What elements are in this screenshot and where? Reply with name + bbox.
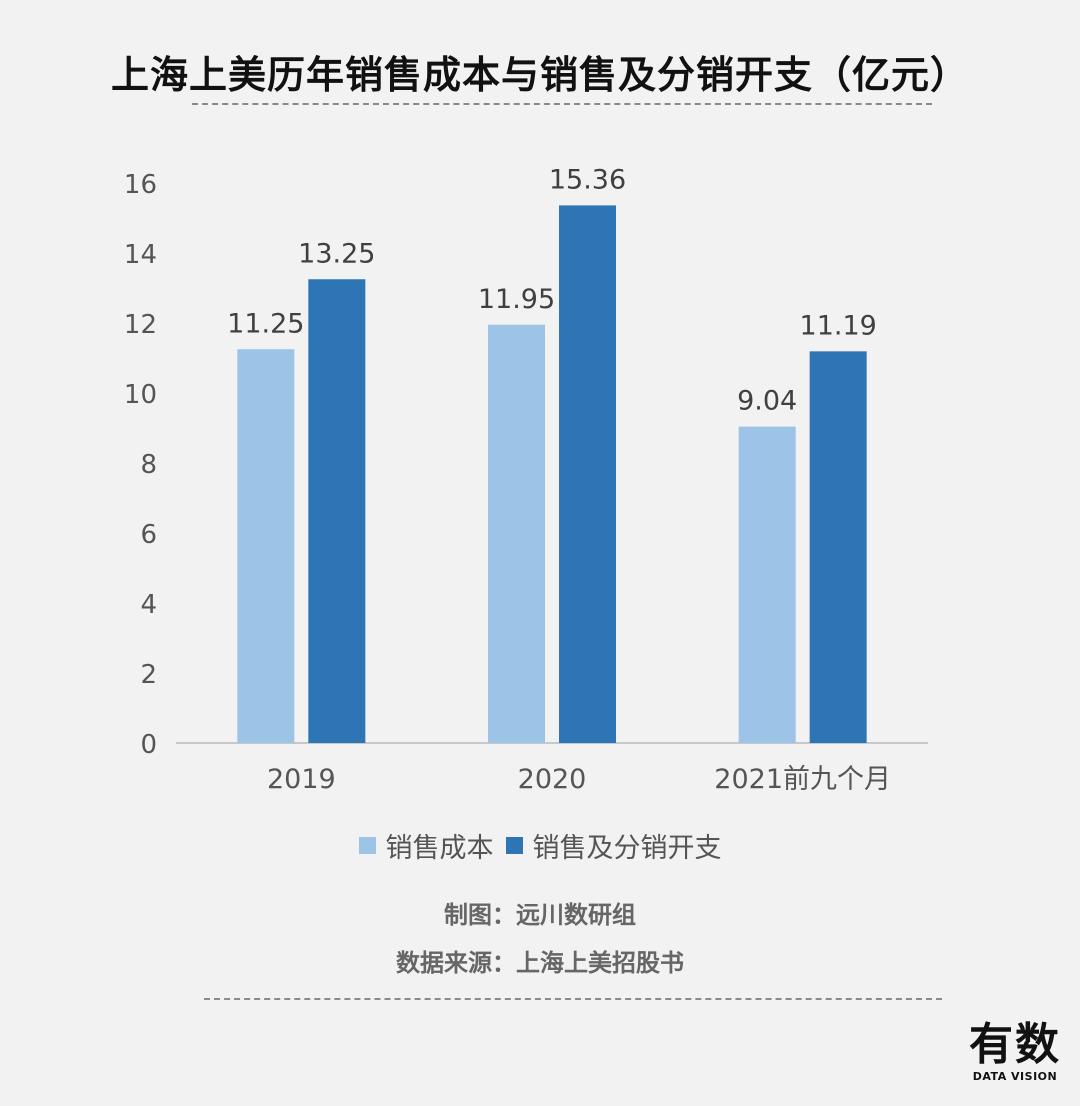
- data-label: 11.19: [800, 310, 877, 341]
- bar-chart: 0 2 4 6 8 10 12 14 16 11.25 13.25 2019 11.95 15.36 202…: [124, 164, 928, 795]
- y-tick-label: 0: [140, 730, 157, 760]
- footer-divider: [204, 998, 942, 1000]
- y-tick-label: 6: [140, 520, 157, 550]
- data-label: 13.25: [298, 238, 375, 269]
- legend-label-expense: 销售及分销开支: [532, 833, 722, 864]
- legend-swatch-expense: [505, 837, 523, 854]
- y-tick-label: 10: [124, 380, 157, 410]
- brand-logo: 有数 DATA VISION: [960, 1020, 1070, 1084]
- bar-expense: [308, 279, 366, 743]
- x-tick-label: 2019: [267, 764, 336, 795]
- logo-wordmark: 有数: [969, 1019, 1061, 1070]
- data-label: 15.36: [549, 164, 626, 195]
- data-source-credit: 数据来源：上海上美招股书: [396, 949, 684, 977]
- legend-item-cost: 销售成本: [358, 826, 494, 865]
- legend-swatch-cost: [358, 837, 376, 854]
- x-tick-label: 2020: [518, 764, 587, 795]
- x-tick-label: 2021前九个月: [714, 764, 891, 795]
- data-label: 11.95: [478, 284, 555, 315]
- title-divider: [192, 103, 932, 105]
- y-tick-label: 14: [124, 240, 157, 270]
- y-tick-label: 8: [140, 450, 157, 480]
- chart-legend: 销售成本 销售及分销开支: [0, 826, 1080, 865]
- bar-expense: [559, 205, 616, 743]
- data-label: 9.04: [737, 386, 797, 417]
- y-tick-label: 12: [124, 310, 157, 340]
- bar-expense: [809, 351, 867, 743]
- y-tick-label: 4: [140, 590, 157, 620]
- bar-cost: [738, 426, 796, 743]
- bar-cost: [237, 349, 295, 743]
- legend-label-cost: 销售成本: [385, 833, 494, 864]
- legend-item-expense: 销售及分销开支: [505, 826, 722, 865]
- chart-maker-credit: 制图：远川数研组: [444, 901, 636, 929]
- data-label: 11.25: [227, 308, 304, 339]
- y-tick-label: 16: [124, 170, 157, 200]
- bar-cost: [488, 324, 545, 743]
- y-tick-label: 2: [140, 660, 157, 690]
- logo-subtitle: DATA VISION: [972, 1070, 1058, 1083]
- chart-title: 上海上美历年销售成本与销售及分销开支（亿元）: [110, 53, 969, 97]
